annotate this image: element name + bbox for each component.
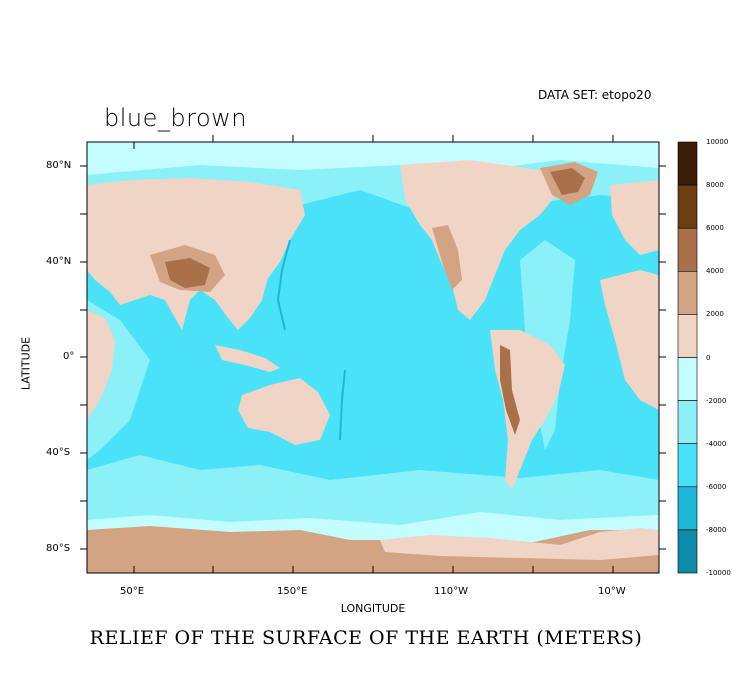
dataset-label: DATA SET: etopo20 — [538, 88, 652, 102]
landmass-indonesia — [215, 345, 280, 372]
y-axis-label: LATITUDE — [19, 336, 33, 391]
colorbar-swatch — [677, 529, 698, 574]
colorbar-label: 4000 — [706, 267, 724, 276]
y-tick-label: 40°N — [46, 256, 72, 267]
colorbar-label: 10000 — [706, 138, 729, 146]
x-tick-label: 10°W — [598, 586, 626, 597]
main-title: RELIEF OF THE SURFACE OF THE EARTH (METE… — [89, 627, 643, 649]
highland-andes — [500, 345, 520, 435]
landmass-north-america — [400, 160, 560, 320]
colorbar-label: -2000 — [706, 396, 727, 405]
colorbar — [677, 141, 698, 574]
plot-title: blue_brown — [104, 104, 247, 132]
colorbar-label: 6000 — [706, 224, 724, 233]
x-axis-label: LONGITUDE — [340, 602, 406, 615]
y-tick-label: 80°N — [46, 160, 72, 171]
colorbar-label: -10000 — [706, 569, 731, 577]
colorbar-label: 8000 — [706, 181, 724, 190]
y-ticks — [80, 165, 666, 550]
colorbar-swatch — [677, 486, 698, 531]
colorbar-swatch — [677, 184, 698, 229]
landmass-antarctica-low — [380, 528, 659, 560]
colorbar-swatch — [677, 357, 698, 401]
colorbar-label: 0 — [706, 353, 711, 362]
landmass-australia — [238, 378, 330, 445]
colorbar-label: -4000 — [706, 439, 727, 448]
arctic-shelf — [87, 142, 659, 175]
plateau-tibet-high — [165, 258, 210, 288]
colorbar-label: -6000 — [706, 482, 727, 491]
colorbar-swatch — [677, 227, 698, 272]
y-tick-label: 40°S — [46, 447, 71, 458]
relief-map — [87, 142, 659, 573]
x-ticks — [133, 135, 614, 573]
colorbar-swatch — [677, 400, 698, 445]
y-tick-label: 80°S — [46, 543, 71, 554]
trench-tonga — [339, 369, 346, 441]
highland-rockies — [432, 225, 462, 290]
landmass-africa-east — [87, 310, 115, 420]
x-tick-label: 110°W — [434, 586, 468, 597]
landmass-europe — [610, 180, 659, 255]
landmass-africa-west — [600, 270, 659, 410]
icecap-greenland — [550, 168, 585, 195]
landmass-antarctica — [87, 526, 659, 573]
x-tick-label: 50°E — [120, 586, 145, 597]
y-tick-label: 0° — [63, 351, 75, 362]
colorbar-swatch — [677, 141, 698, 186]
x-tick-label: 150°E — [277, 586, 308, 597]
trench-mariana — [276, 239, 291, 331]
colorbar-swatch — [677, 443, 698, 488]
colorbar-swatch — [677, 270, 698, 315]
colorbar-swatch — [677, 314, 698, 358]
colorbar-label: 2000 — [706, 310, 724, 319]
colorbar-label: -8000 — [706, 525, 727, 534]
